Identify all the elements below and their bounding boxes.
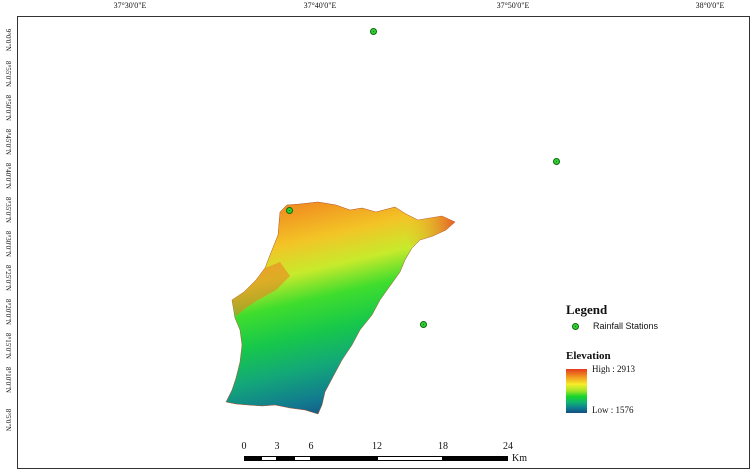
scale-tick-label: 3 [274,441,280,452]
scale-unit-label: Km [512,453,527,464]
scale-bar-segment [443,456,508,461]
scale-bar-segment [244,456,261,461]
scale-bar-segment [311,456,377,461]
longitude-label: 38°0'0"E [695,1,725,10]
longitude-label: 37°50'0"E [496,1,530,10]
longitude-label: 37°30'0"E [113,1,147,10]
scale-bar-segment [277,456,294,461]
elevation-title: Elevation [566,350,611,362]
legend-title: Legend [566,302,608,317]
scale-bar-segment [377,456,443,461]
rainfall-station-symbol [572,322,579,330]
elevation-color-ramp [566,369,587,413]
elevation-high-label: High : 2913 [592,364,636,374]
watershed-area [225,201,456,415]
scale-bar-segment [294,456,311,461]
rainfall-station-marker [286,207,293,214]
scale-tick-label: 12 [372,441,382,452]
rainfall-station-marker [370,28,377,35]
scale-tick-label: 24 [503,441,513,452]
legend-station-entry: Rainfall Stations [572,321,658,331]
scale-tick-label: 0 [241,441,247,452]
elevation-low-label: Low : 1576 [592,405,634,415]
scale-tick-label: 6 [308,441,314,452]
watershed-east-highland [400,212,455,246]
watershed-west-highland [232,262,290,316]
scale-bar-segment [261,456,277,461]
rainfall-station-marker [553,158,560,165]
rainfall-station-marker [420,321,427,328]
scale-tick-label: 18 [438,441,448,452]
longitude-label: 37°40'0"E [303,1,337,10]
legend-station-label: Rainfall Stations [593,321,659,331]
map-frame [17,16,750,469]
